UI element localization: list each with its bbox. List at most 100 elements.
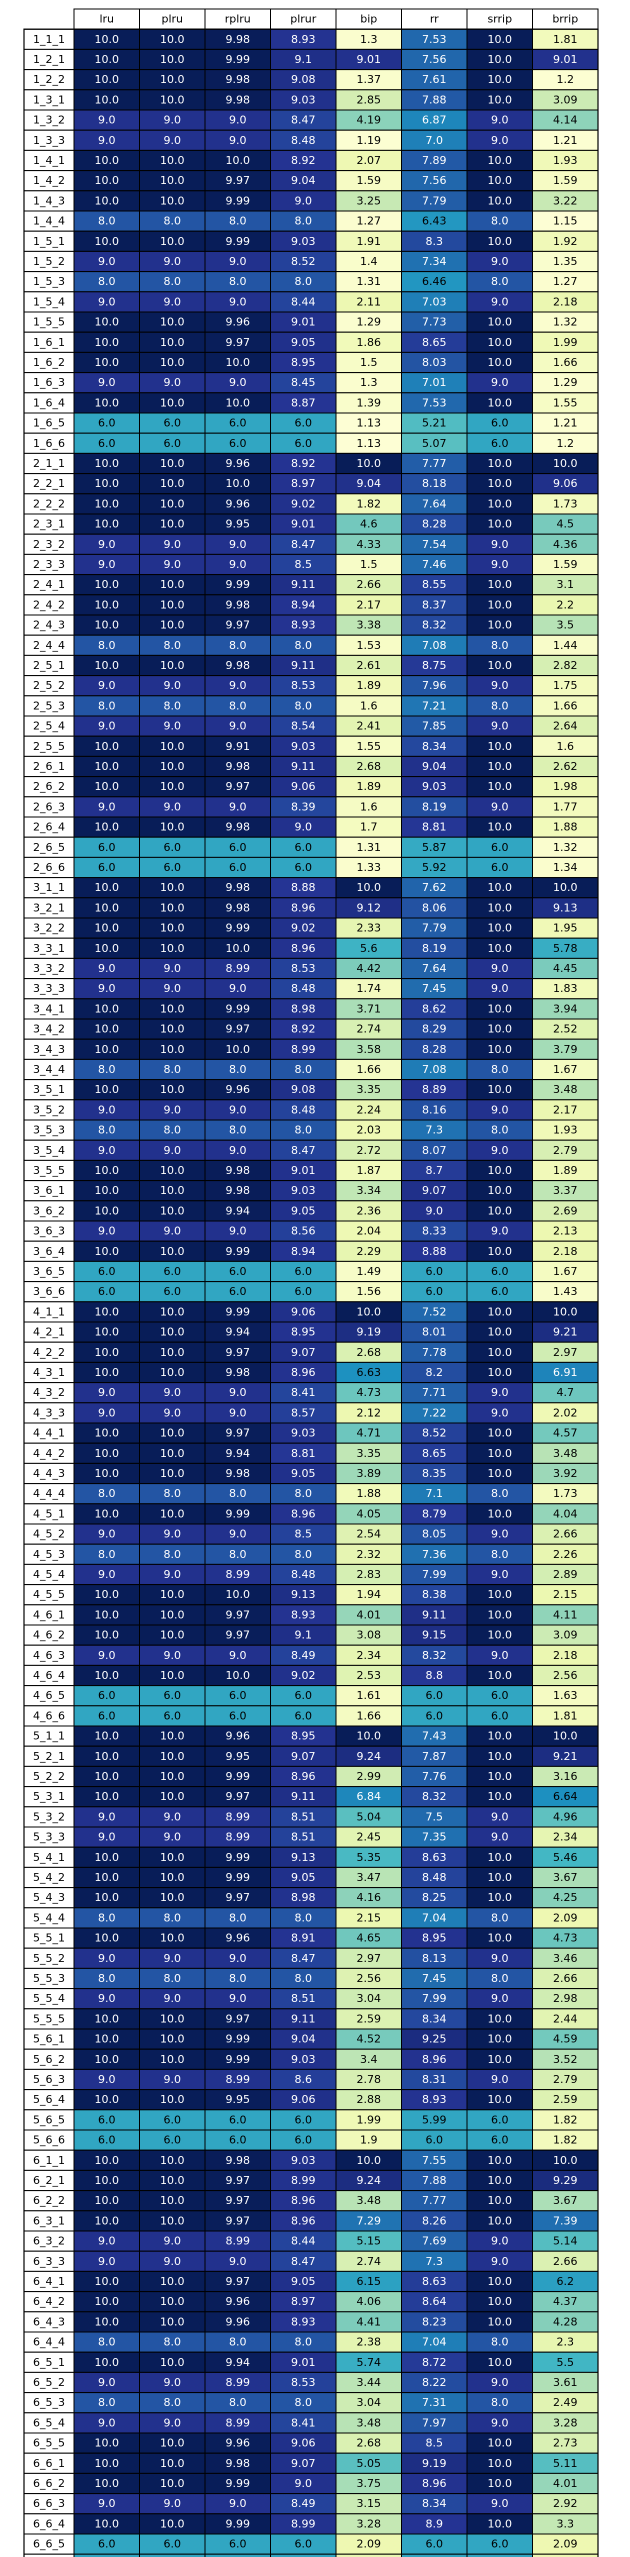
cell-value: 10.0	[488, 598, 513, 611]
row-label-3_6_5: 3_6_5	[33, 1265, 65, 1278]
cell-value: 5.87	[422, 841, 447, 854]
cell-value: 8.53	[291, 2376, 316, 2389]
cell-value: 9.0	[229, 376, 247, 389]
cell-value: 1.37	[357, 73, 382, 86]
cell-value: 10.0	[160, 1891, 185, 1904]
row-label-4_6_1: 4_6_1	[33, 1608, 65, 1621]
cell-value: 9.0	[164, 538, 182, 551]
cell-value: 9.0	[491, 1992, 509, 2005]
cell-value: 2.98	[553, 1992, 578, 2005]
cell-value: 8.94	[291, 598, 316, 611]
row-label-1_3_2: 1_3_2	[33, 114, 65, 127]
cell-value: 1.82	[553, 2113, 578, 2126]
cell-value: 10.0	[160, 1164, 185, 1177]
cell-value: 8.0	[295, 2336, 313, 2349]
cell-value: 10.0	[488, 2295, 513, 2308]
cell-value: 8.0	[164, 699, 182, 712]
cell-value: 10.0	[160, 740, 185, 753]
cell-value: 10.0	[95, 1588, 120, 1601]
cell-value: 9.0	[164, 2416, 182, 2429]
row-label-1_6_4: 1_6_4	[33, 396, 65, 409]
row-label-2_6_1: 2_6_1	[33, 760, 65, 773]
column-header-srrip: srrip	[487, 13, 512, 26]
cell-value: 6.0	[295, 2113, 313, 2126]
cell-value: 5.74	[357, 2356, 382, 2369]
row-label-1_4_3: 1_4_3	[33, 194, 65, 207]
cell-value: 10.0	[488, 1447, 513, 1460]
cell-value: 10.0	[488, 2477, 513, 2490]
cell-value: 10.0	[95, 1447, 120, 1460]
cell-value: 10.0	[160, 174, 185, 187]
cell-value: 9.15	[422, 1629, 447, 1642]
cell-value: 8.06	[422, 901, 447, 914]
cell-value: 8.0	[164, 1124, 182, 1137]
cell-value: 8.96	[291, 2214, 316, 2227]
cell-value: 6.0	[164, 2134, 182, 2147]
cell-value: 10.0	[488, 821, 513, 834]
row-label-5_5_4: 5_5_4	[33, 1992, 65, 2005]
cell-value: 9.0	[98, 376, 116, 389]
cell-value: 8.0	[98, 639, 116, 652]
row-label-4_5_5: 4_5_5	[33, 1588, 65, 1601]
cell-value: 8.65	[422, 336, 447, 349]
cell-value: 9.0	[491, 1406, 509, 1419]
row-label-4_5_1: 4_5_1	[33, 1507, 65, 1520]
cell-value: 6.0	[295, 841, 313, 854]
cell-value: 5.15	[357, 2235, 382, 2248]
row-label-6_4_4: 6_4_4	[33, 2336, 65, 2349]
cell-value: 1.82	[553, 2134, 578, 2147]
row-label-2_3_3: 2_3_3	[33, 558, 65, 571]
cell-value: 1.73	[553, 1487, 578, 1500]
cell-value: 4.96	[553, 1810, 578, 1823]
row-label-5_4_2: 5_4_2	[33, 1871, 65, 1884]
cell-value: 4.04	[553, 1507, 578, 1520]
cell-value: 7.46	[422, 558, 447, 571]
cell-value: 8.5	[426, 2437, 444, 2450]
cell-value: 9.04	[291, 2033, 316, 2046]
cell-value: 6.0	[229, 437, 247, 450]
cell-value: 8.55	[422, 578, 447, 591]
cell-value: 9.0	[229, 720, 247, 733]
cell-value: 8.54	[291, 720, 316, 733]
cell-value: 9.0	[98, 2073, 116, 2086]
cell-value: 6.0	[98, 437, 116, 450]
cell-value: 8.64	[422, 2295, 447, 2308]
cell-value: 9.97	[226, 2214, 251, 2227]
cell-value: 1.83	[553, 982, 578, 995]
cell-value: 9.0	[229, 1144, 247, 1157]
cell-value: 9.0	[491, 1568, 509, 1581]
row-label-3_5_4: 3_5_4	[33, 1144, 65, 1157]
cell-value: 6.46	[422, 275, 447, 288]
cell-value: 1.66	[357, 1709, 382, 1722]
cell-value: 9.0	[164, 2235, 182, 2248]
cell-value: 9.0	[98, 1649, 116, 1662]
cell-value: 10.0	[553, 1305, 578, 1318]
cell-value: 10.0	[488, 497, 513, 510]
row-label-2_4_1: 2_4_1	[33, 578, 65, 591]
cell-value: 8.32	[422, 619, 447, 632]
cell-value: 2.68	[357, 1346, 382, 1359]
cell-value: 10.0	[160, 821, 185, 834]
cell-value: 3.28	[553, 2416, 578, 2429]
cell-value: 1.89	[357, 780, 382, 793]
cell-value: 9.0	[229, 255, 247, 268]
cell-value: 8.99	[291, 2517, 316, 2530]
cell-value: 9.0	[164, 1831, 182, 1844]
cell-value: 10.0	[488, 901, 513, 914]
cell-value: 2.34	[553, 1831, 578, 1844]
cell-value: 10.0	[488, 1507, 513, 1520]
cell-value: 1.33	[357, 861, 382, 874]
cell-value: 10.0	[160, 2457, 185, 2470]
cell-value: 10.0	[160, 881, 185, 894]
cell-value: 9.0	[164, 255, 182, 268]
cell-value: 10.0	[160, 356, 185, 369]
cell-value: 2.97	[357, 1952, 382, 1965]
cell-value: 10.0	[160, 1871, 185, 1884]
cell-value: 10.0	[160, 659, 185, 672]
cell-value: 9.0	[164, 114, 182, 127]
cell-value: 9.98	[226, 93, 251, 106]
cell-value: 10.0	[95, 1326, 120, 1339]
cell-value: 8.0	[491, 215, 509, 228]
cell-value: 3.67	[553, 1871, 578, 1884]
cell-value: 1.61	[357, 1689, 382, 1702]
